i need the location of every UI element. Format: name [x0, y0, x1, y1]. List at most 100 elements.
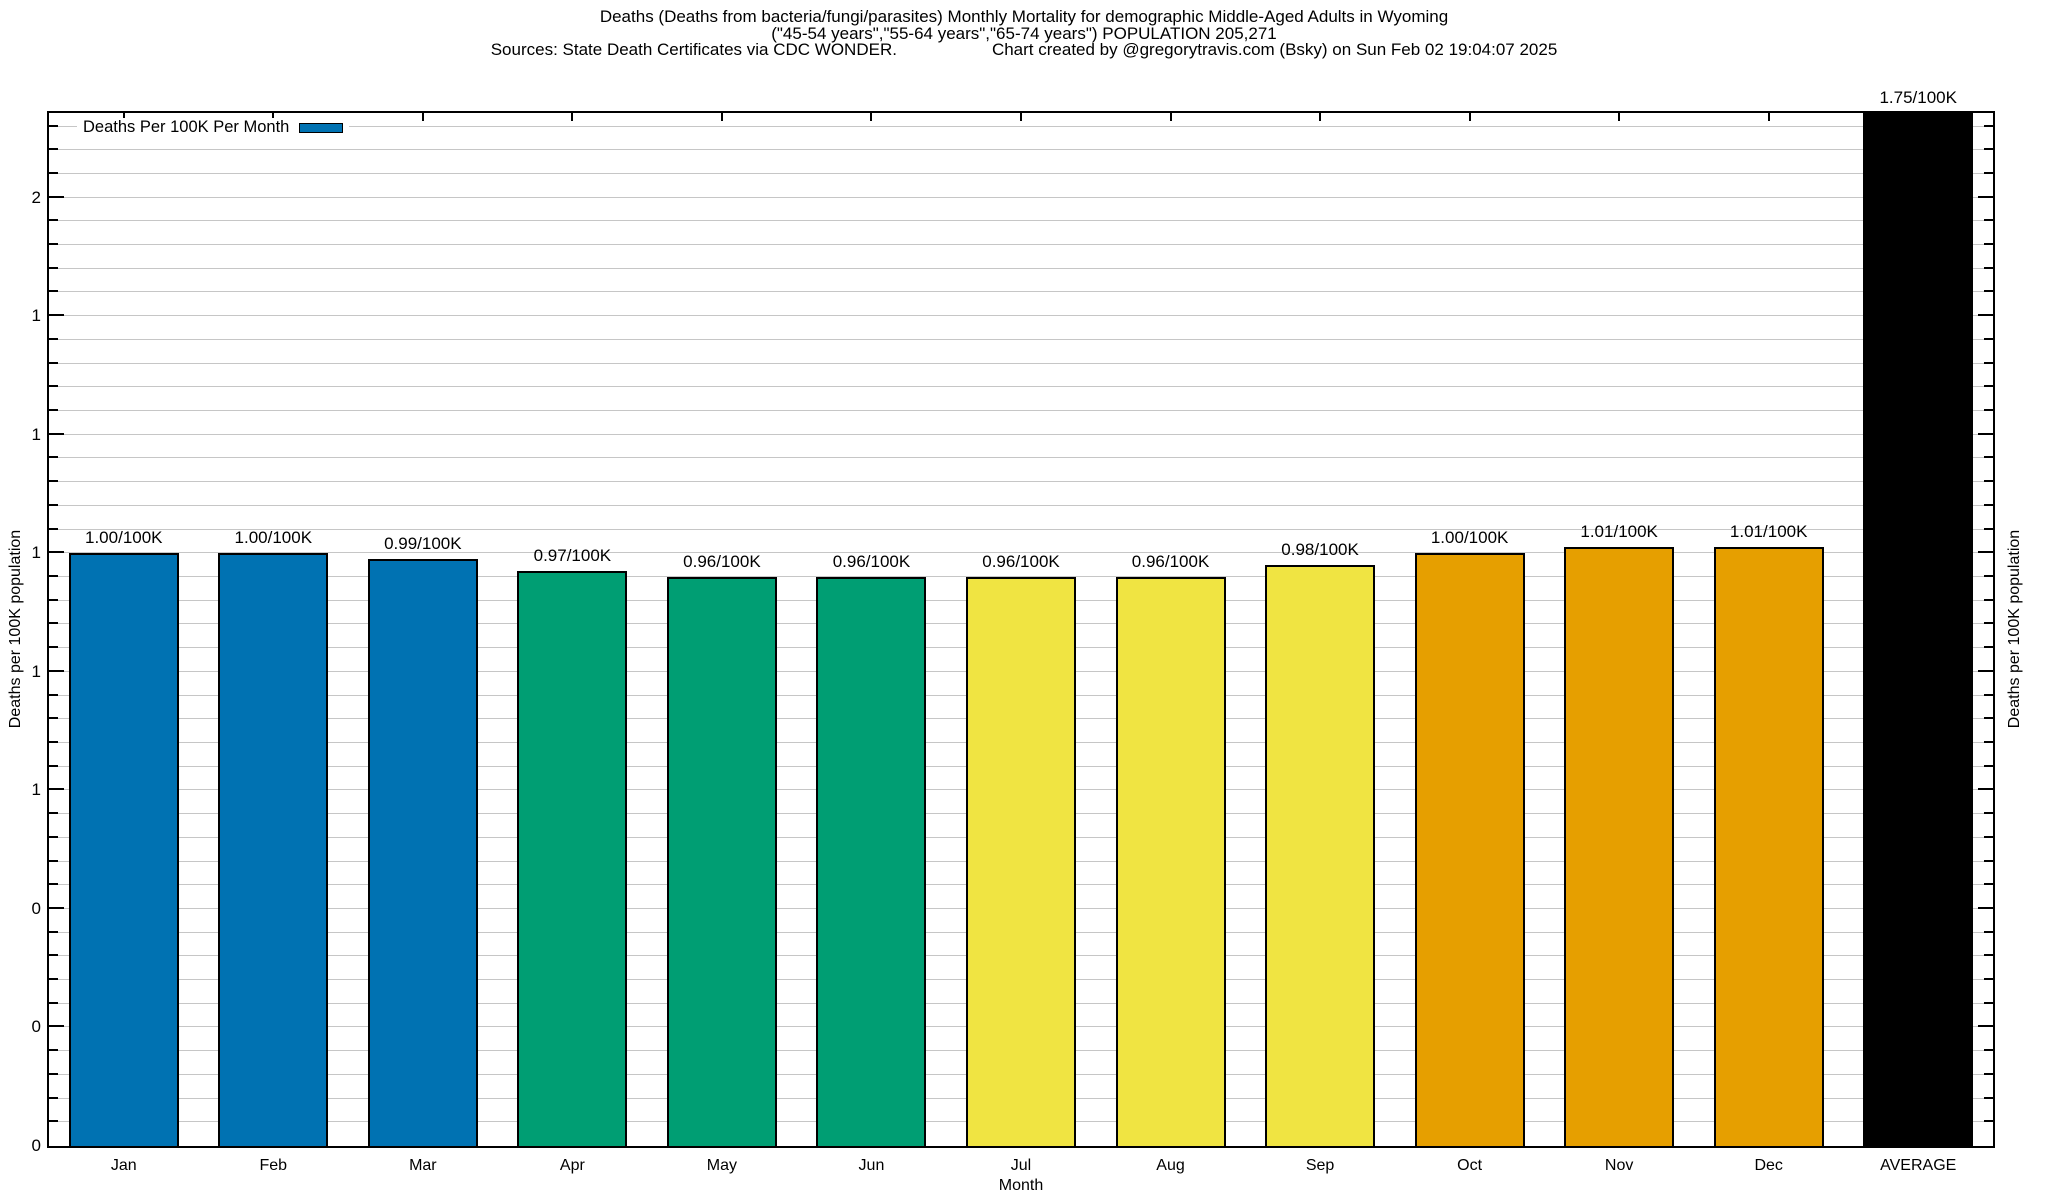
x-tick-label: Nov: [1604, 1157, 1634, 1174]
bar-value-label: 0.98/100K: [1281, 540, 1359, 560]
bar: [1115, 577, 1226, 1146]
legend-label: Deaths Per 100K Per Month: [83, 118, 290, 136]
y-axis-tick: [49, 527, 58, 530]
y-axis-tick: [1984, 124, 1993, 127]
y-axis-tick: [49, 669, 64, 672]
gridline: [49, 504, 1993, 506]
gridline: [49, 244, 1993, 246]
gridline: [49, 125, 1993, 127]
gridline: [49, 267, 1993, 269]
y-axis-tick: [49, 906, 64, 909]
bar: [1713, 547, 1824, 1146]
y-axis-tick: [49, 1096, 58, 1099]
y-axis-tick: [1984, 527, 1993, 530]
y-axis-tick: [1984, 1072, 1993, 1075]
bar-value-label: 0.96/100K: [982, 552, 1060, 571]
y-axis-tick: [1984, 622, 1993, 625]
y-axis-tick: [49, 835, 58, 838]
bar: [966, 577, 1076, 1146]
gridline: [49, 457, 1993, 459]
gridline: [49, 552, 1993, 554]
top-axis-tick: [1169, 113, 1172, 121]
y-axis-tick: [1984, 266, 1993, 269]
y-tick-label: 1: [31, 661, 41, 681]
y-axis-tick: [49, 622, 58, 625]
chart-subtitle: ("45-54 years","55-64 years","65-74 year…: [771, 23, 1277, 43]
y-axis-tick: [49, 385, 58, 388]
y-axis-tick: [1984, 385, 1993, 388]
y-axis-tick: [1978, 788, 1993, 791]
bar-value-label: 0.99/100K: [384, 534, 462, 554]
y-axis-tick: [49, 1025, 64, 1028]
top-axis-tick: [122, 113, 125, 121]
y-axis-tick: [49, 337, 58, 340]
y-axis-tick: [1984, 290, 1993, 293]
chart-meta-line: Sources: State Death Certificates via CD…: [0, 41, 2048, 59]
y-axis-tick: [49, 788, 64, 791]
bar: [816, 577, 927, 1146]
plot-area: Deaths Per 100K Per Month 0 0 0 1 1 1 1 1 2 1.00/…: [32, 88, 1995, 1174]
y-axis-tick: [49, 432, 64, 435]
gridline: [49, 410, 1993, 412]
bar: [1564, 547, 1675, 1146]
gridline: [49, 576, 1993, 577]
y-axis-tick: [49, 1001, 58, 1004]
x-tick-label: Aug: [1156, 1157, 1185, 1174]
top-axis-tick: [1020, 113, 1022, 121]
y-tick-label: 1: [31, 543, 41, 563]
y-axis-tick: [1978, 195, 1993, 198]
y-axis-tick: [49, 575, 58, 577]
x-tick-label: May: [706, 1157, 738, 1174]
top-axis-tick: [1319, 113, 1322, 121]
top-axis-tick: [720, 113, 723, 121]
bar: [367, 559, 478, 1146]
y-axis-tick: [49, 409, 58, 412]
top-axis-tick: [272, 113, 275, 121]
y-axis-tick: [49, 954, 58, 957]
top-axis-tick: [1468, 113, 1471, 121]
gridline: [49, 315, 1993, 317]
y-axis-tick: [49, 480, 58, 483]
y-axis-tick: [1978, 314, 1993, 317]
y-tick-label: 1: [31, 780, 41, 800]
gridline: [49, 338, 1993, 340]
y-axis-tick: [1984, 740, 1993, 743]
y-axis-tick: [1978, 551, 1993, 554]
y-axis-tick: [49, 717, 58, 720]
y-axis-tick: [1984, 930, 1993, 933]
y-axis-tick: [1984, 409, 1993, 412]
y-axis-tick: [1978, 669, 1993, 672]
y-tick-label: 2: [31, 187, 41, 207]
y-axis-tick: [49, 171, 58, 174]
x-tick-label: Jul: [1010, 1157, 1032, 1174]
x-tick-label: AVERAGE: [1880, 1157, 1957, 1174]
y-axis-tick: [49, 1120, 58, 1123]
y-axis-tick: [1984, 693, 1993, 696]
y-axis-tick: [49, 456, 58, 459]
y-axis-tick: [1984, 575, 1993, 577]
y-axis-tick: [49, 1072, 58, 1075]
chart-header: Deaths (Deaths from bacteria/fungi/paras…: [0, 8, 2048, 59]
y-axis-tick: [1984, 1049, 1993, 1052]
bar-value-label: 0.96/100K: [1131, 552, 1210, 571]
y-axis-tick: [1984, 835, 1993, 838]
top-axis-tick: [571, 113, 574, 121]
gridline: [49, 172, 1993, 174]
x-tick-label: Jan: [110, 1157, 137, 1174]
y-axis-tick: [49, 148, 58, 151]
top-axis-tick: [421, 113, 424, 121]
y-axis-tick: [49, 266, 58, 269]
y-axis-tick: [1984, 812, 1993, 815]
x-tick-label: Mar: [409, 1157, 437, 1174]
y-axis-tick: [49, 859, 58, 862]
x-tick-label: Jun: [858, 1157, 885, 1174]
y-axis-tick: [1984, 1096, 1993, 1099]
y-axis-tick: [1984, 954, 1993, 957]
top-axis-tick: [1767, 113, 1770, 121]
bar: [666, 577, 777, 1146]
y-axis-tick: [49, 290, 58, 293]
y-axis-tick: [1978, 1025, 1993, 1028]
bar: [218, 553, 329, 1146]
bar-value-label: 1.75/100K: [1879, 88, 1957, 107]
